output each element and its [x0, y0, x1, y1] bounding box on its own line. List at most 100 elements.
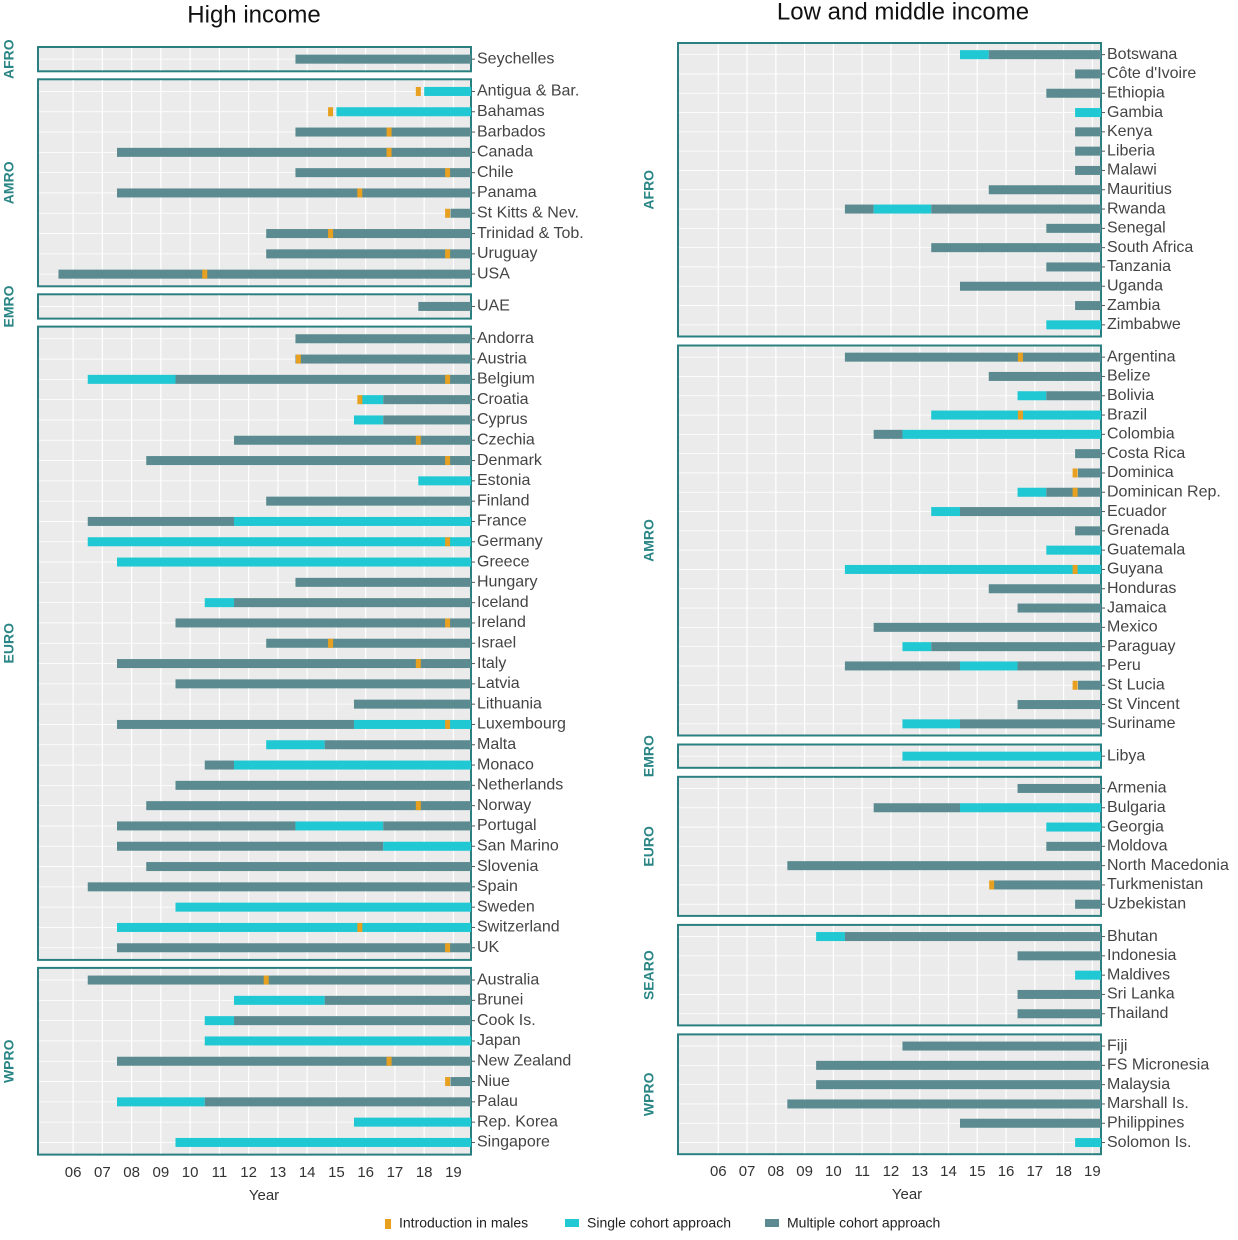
- region-label: SEARO: [641, 950, 657, 1000]
- males-marker: [263, 975, 269, 985]
- country-label: Slovenia: [477, 858, 538, 875]
- country-label: Liberia: [1107, 142, 1155, 159]
- x-tick-label: 14: [299, 1164, 316, 1181]
- region-panel: [677, 1033, 1102, 1156]
- males-marker: [1072, 487, 1078, 497]
- bar-segment: [902, 719, 960, 729]
- bar-segment: [175, 618, 471, 628]
- bar-segment: [87, 374, 176, 384]
- x-tick-label: 13: [911, 1163, 928, 1180]
- country-label: Uruguay: [477, 245, 537, 262]
- x-tick-label: 18: [1055, 1163, 1072, 1180]
- bar-segment: [988, 50, 1101, 60]
- bar-segment: [844, 932, 1101, 942]
- country-label: Libya: [1107, 747, 1145, 764]
- bar-segment: [1017, 391, 1047, 401]
- bar-segment: [87, 537, 472, 547]
- bar-segment: [359, 395, 384, 405]
- males-marker: [445, 943, 451, 953]
- bar-segment: [418, 301, 471, 311]
- country-label: Austria: [477, 350, 527, 367]
- country-label: Finland: [477, 492, 529, 509]
- bar-segment: [383, 395, 471, 405]
- x-tick-label: 06: [65, 1164, 82, 1181]
- bar-segment: [266, 638, 471, 648]
- bar-segment: [175, 374, 471, 384]
- bar-segment: [1017, 989, 1101, 999]
- bar-segment: [266, 229, 471, 239]
- bar-segment: [960, 1118, 1101, 1128]
- bar-segment: [234, 1016, 471, 1026]
- bar-segment: [1075, 970, 1101, 980]
- country-label: Denmark: [477, 452, 543, 469]
- country-label: FS Micronesia: [1107, 1057, 1209, 1074]
- bar-segment: [295, 577, 471, 587]
- bar-segment: [383, 415, 471, 425]
- country-label: France: [477, 513, 527, 530]
- country-label: Malawi: [1107, 162, 1157, 179]
- males-marker: [386, 127, 392, 137]
- males-marker: [357, 188, 363, 198]
- bar-segment: [234, 435, 471, 445]
- x-tick-label: 11: [212, 1164, 228, 1181]
- x-tick-label: 12: [240, 1164, 257, 1181]
- x-tick-label: 13: [270, 1164, 287, 1181]
- bar-segment: [960, 661, 1018, 671]
- bar-segment: [116, 1097, 205, 1107]
- country-label: Netherlands: [477, 777, 563, 794]
- bar-segment: [787, 861, 1101, 871]
- bar-segment: [116, 943, 472, 953]
- country-label: Barbados: [477, 123, 546, 140]
- legend-label: Single cohort approach: [587, 1215, 731, 1231]
- males-marker: [1072, 468, 1078, 478]
- males-marker: [328, 638, 334, 648]
- country-label: Moldova: [1107, 838, 1168, 855]
- country-label: Guatemala: [1107, 541, 1185, 558]
- country-label: Argentina: [1107, 348, 1176, 365]
- country-label: Italy: [477, 655, 506, 672]
- bar-segment: [873, 429, 903, 439]
- country-label: Rep. Korea: [477, 1113, 558, 1130]
- country-label: Sweden: [477, 898, 535, 915]
- bar-segment: [1046, 822, 1101, 832]
- bar-segment: [931, 507, 960, 517]
- country-label: Mauritius: [1107, 181, 1172, 198]
- country-label: Zimbabwe: [1107, 316, 1181, 333]
- bar-segment: [204, 760, 235, 770]
- country-label: Estonia: [477, 472, 530, 489]
- males-marker: [386, 147, 392, 157]
- region-panel: [677, 344, 1102, 737]
- country-label: Bulgaria: [1107, 799, 1166, 816]
- bar-segment: [844, 661, 960, 671]
- country-label: Palau: [477, 1093, 518, 1110]
- x-tick-label: 16: [998, 1163, 1015, 1180]
- country-label: Uzbekistan: [1107, 895, 1186, 912]
- country-label: Côte d'Ivoire: [1107, 65, 1196, 82]
- bar-segment: [204, 1016, 235, 1026]
- region-label: WPRO: [641, 1072, 657, 1116]
- country-label: Singapore: [477, 1134, 550, 1151]
- bar-segment: [1077, 680, 1101, 690]
- x-tick-label: 06: [710, 1163, 727, 1180]
- bar-segment: [336, 107, 471, 117]
- country-label: Malta: [477, 736, 516, 753]
- bar-segment: [116, 188, 472, 198]
- bar-segment: [844, 204, 874, 214]
- country-label: Luxembourg: [477, 716, 566, 733]
- males-marker: [386, 1056, 392, 1066]
- country-label: Honduras: [1107, 580, 1176, 597]
- bar-segment: [204, 598, 235, 608]
- bar-segment: [1077, 468, 1101, 478]
- bar-segment: [873, 622, 1101, 632]
- x-tick-label: 07: [739, 1163, 756, 1180]
- country-label: Suriname: [1107, 715, 1176, 732]
- bar-segment: [988, 371, 1101, 381]
- bar-segment: [266, 740, 325, 750]
- bar-segment: [324, 740, 471, 750]
- bar-segment: [873, 204, 932, 214]
- x-tick-label: 19: [1084, 1163, 1101, 1180]
- bar-segment: [450, 1077, 471, 1087]
- country-label: Belize: [1107, 368, 1151, 385]
- x-tick-label: 16: [357, 1164, 374, 1181]
